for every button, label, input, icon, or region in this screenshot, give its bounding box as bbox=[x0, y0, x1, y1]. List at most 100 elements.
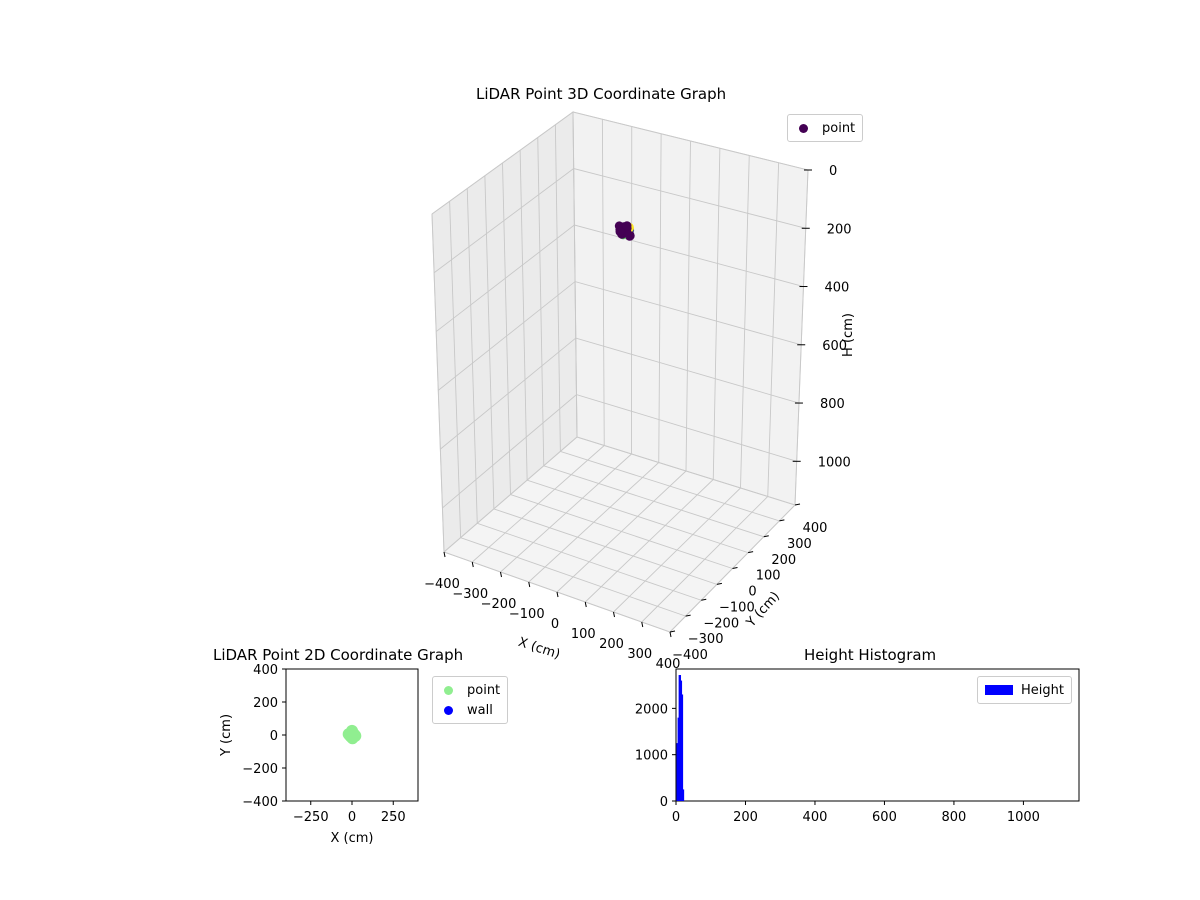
grid-line bbox=[437, 281, 802, 391]
y-tick bbox=[748, 551, 754, 554]
x-tick-label: 0 bbox=[672, 810, 680, 825]
legend-label: point bbox=[822, 120, 856, 136]
y-tick-label: −200 bbox=[242, 762, 278, 777]
grid-line bbox=[484, 175, 718, 585]
x-tick-label: 100 bbox=[571, 627, 596, 642]
y-tick bbox=[732, 567, 738, 569]
y-tick-label: 2000 bbox=[635, 702, 668, 717]
x-tick-label: 200 bbox=[733, 810, 758, 825]
x-axis-label: X (cm) bbox=[516, 635, 562, 663]
histogram-bar bbox=[680, 694, 684, 801]
data-point bbox=[346, 732, 359, 745]
x-tick-label: −100 bbox=[509, 607, 545, 622]
chart-2d-title: LiDAR Point 2D Coordinate Graph bbox=[213, 646, 464, 664]
y-tick bbox=[794, 503, 801, 506]
y-tick-label: −400 bbox=[672, 648, 708, 663]
y-tick-label: 200 bbox=[253, 696, 278, 711]
y-tick-label: 300 bbox=[787, 537, 812, 552]
grid-line bbox=[435, 224, 804, 332]
x-tick-label: −300 bbox=[452, 587, 488, 602]
histogram-bar bbox=[681, 789, 685, 801]
z-tick-label: 1000 bbox=[818, 455, 851, 470]
y-tick bbox=[779, 519, 785, 522]
x-tick bbox=[641, 621, 644, 628]
legend-item-point: point bbox=[440, 680, 500, 700]
legend-label: point bbox=[467, 682, 501, 698]
y-tick-label: 100 bbox=[756, 569, 781, 584]
x-tick-label: 400 bbox=[803, 810, 828, 825]
x-tick-label: 1000 bbox=[1007, 810, 1040, 825]
z-tick-label: 0 bbox=[829, 164, 837, 179]
x-tick-label: 400 bbox=[656, 657, 681, 672]
y-tick bbox=[763, 535, 769, 538]
grid-line bbox=[431, 111, 809, 215]
x-tick-label: 250 bbox=[381, 810, 406, 825]
chart-3d: −400−300−200−1000100200300400−400−300−20… bbox=[424, 111, 856, 672]
grid-line bbox=[537, 137, 764, 538]
legend-item-wall: wall bbox=[440, 700, 500, 720]
x-tick-label: 0 bbox=[348, 810, 356, 825]
x-tick bbox=[556, 591, 559, 598]
legend-marker bbox=[799, 123, 808, 133]
grid-line bbox=[442, 394, 797, 509]
z-tick-label: 200 bbox=[827, 222, 852, 237]
x-tick-label: 600 bbox=[872, 810, 897, 825]
y-tick bbox=[716, 582, 722, 585]
chart-3d-legend: point bbox=[787, 114, 864, 142]
grid-line bbox=[519, 150, 749, 554]
y-tick-label: −300 bbox=[688, 632, 724, 647]
y-tick-label: −100 bbox=[719, 600, 755, 615]
chart-3d-title: LiDAR Point 3D Coordinate Graph bbox=[476, 85, 727, 103]
y-tick bbox=[701, 598, 707, 601]
x-tick bbox=[443, 551, 446, 558]
grid-line bbox=[449, 201, 686, 617]
data-point bbox=[622, 221, 632, 231]
x-tick-label: −200 bbox=[481, 597, 517, 612]
chart-2d-legend: point wall bbox=[432, 676, 509, 724]
y-tick-label: 400 bbox=[253, 663, 278, 678]
y-tick-label: 400 bbox=[803, 521, 828, 536]
grid-line bbox=[433, 168, 806, 274]
x-tick bbox=[584, 601, 587, 608]
x-tick-label: −250 bbox=[293, 810, 329, 825]
data-point bbox=[615, 227, 625, 237]
z-tick-label: 600 bbox=[822, 339, 847, 354]
x-tick bbox=[613, 611, 615, 618]
y-tick bbox=[685, 614, 691, 617]
y-tick-label: 200 bbox=[771, 553, 796, 568]
grid-line bbox=[572, 111, 796, 506]
grid-line bbox=[502, 162, 733, 569]
histogram-legend: Height bbox=[977, 676, 1072, 704]
y-tick-label: 0 bbox=[660, 795, 668, 810]
y-tick-label: −400 bbox=[242, 795, 278, 810]
x-tick-label: 800 bbox=[942, 810, 967, 825]
y-axis-label: Y (cm) bbox=[219, 714, 234, 757]
chart-2d: −250 0 250 400 200 0 −200 −400 X (cm) Y (cm) bbox=[219, 663, 419, 846]
x-tick-label: −400 bbox=[424, 577, 460, 592]
grid-line bbox=[440, 337, 800, 450]
grid-line bbox=[554, 124, 780, 522]
z-tick-label: 800 bbox=[820, 397, 845, 412]
x-tick-label: 300 bbox=[627, 647, 652, 662]
z-axis-label: H (cm) bbox=[841, 313, 856, 357]
y-tick-label: 1000 bbox=[635, 749, 668, 764]
legend-marker bbox=[444, 705, 453, 715]
legend-marker bbox=[985, 685, 1013, 695]
y-tick-label: 0 bbox=[270, 729, 278, 744]
x-tick bbox=[471, 561, 474, 568]
x-tick-label: 200 bbox=[599, 637, 624, 652]
y-tick-label: −200 bbox=[703, 616, 739, 631]
grid-line bbox=[466, 188, 702, 601]
x-tick bbox=[669, 631, 672, 638]
x-axis-label: X (cm) bbox=[331, 831, 374, 846]
x-tick bbox=[500, 571, 502, 578]
legend-label: wall bbox=[467, 702, 493, 718]
x-tick bbox=[528, 581, 531, 588]
legend-marker bbox=[444, 685, 453, 695]
legend-label: Height bbox=[1021, 682, 1064, 698]
x-tick-label: 0 bbox=[551, 617, 559, 632]
y-tick-label: 0 bbox=[748, 585, 756, 600]
y-tick bbox=[669, 630, 676, 633]
histogram-title: Height Histogram bbox=[804, 646, 937, 664]
z-tick-label: 400 bbox=[824, 281, 849, 296]
